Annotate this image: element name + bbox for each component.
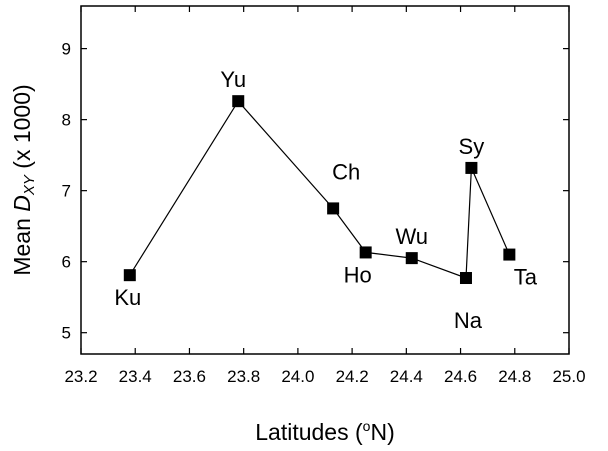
data-point-na bbox=[459, 272, 472, 285]
data-point-ta bbox=[503, 248, 516, 261]
data-point-ch bbox=[327, 202, 340, 215]
point-label-ch: Ch bbox=[332, 159, 360, 184]
point-label-na: Na bbox=[454, 308, 483, 333]
data-point-sy bbox=[465, 161, 478, 174]
x-axis-ticks: 23.2 23.4 23.6 23.8 24.0 24.2 24.4 24.6 24.8 25.0 bbox=[64, 6, 586, 386]
y-axis-ticks: 5 6 7 8 9 bbox=[62, 40, 569, 343]
x-tick-label: 24.0 bbox=[281, 367, 314, 386]
y-tick-label: 7 bbox=[62, 182, 71, 201]
x-tick-label: 24.6 bbox=[444, 367, 477, 386]
point-label-ta: Ta bbox=[514, 265, 538, 290]
x-axis-title: Latitudes (oN) bbox=[255, 418, 394, 445]
x-tick-label: 23.2 bbox=[64, 367, 97, 386]
data-point-ho bbox=[359, 246, 372, 259]
data-series bbox=[123, 95, 516, 285]
data-point-ku bbox=[123, 269, 136, 282]
x-tick-label: 25.0 bbox=[552, 367, 585, 386]
x-tick-label: 23.6 bbox=[173, 367, 206, 386]
data-point-yu bbox=[232, 95, 245, 108]
x-tick-label: 24.8 bbox=[498, 367, 531, 386]
point-label-sy: Sy bbox=[459, 134, 485, 159]
x-tick-label: 24.2 bbox=[336, 367, 369, 386]
point-label-wu: Wu bbox=[395, 224, 428, 249]
y-tick-label: 8 bbox=[62, 111, 71, 130]
point-label-yu: Yu bbox=[220, 67, 246, 92]
y-axis-title: Mean DXY (x 1000) bbox=[9, 84, 38, 275]
plot-frame bbox=[80, 5, 570, 355]
data-point-wu bbox=[405, 252, 418, 265]
x-tick-label: 23.4 bbox=[119, 367, 152, 386]
point-labels: Ku Yu Ch Ho Wu Na Sy Ta bbox=[114, 67, 537, 333]
point-label-ho: Ho bbox=[344, 262, 372, 287]
series-line bbox=[129, 100, 510, 279]
x-tick-label: 24.4 bbox=[390, 367, 423, 386]
point-label-ku: Ku bbox=[114, 285, 141, 310]
y-tick-label: 6 bbox=[62, 253, 71, 272]
y-tick-label: 9 bbox=[62, 40, 71, 59]
y-tick-label: 5 bbox=[62, 324, 71, 343]
x-tick-label: 23.8 bbox=[227, 367, 260, 386]
